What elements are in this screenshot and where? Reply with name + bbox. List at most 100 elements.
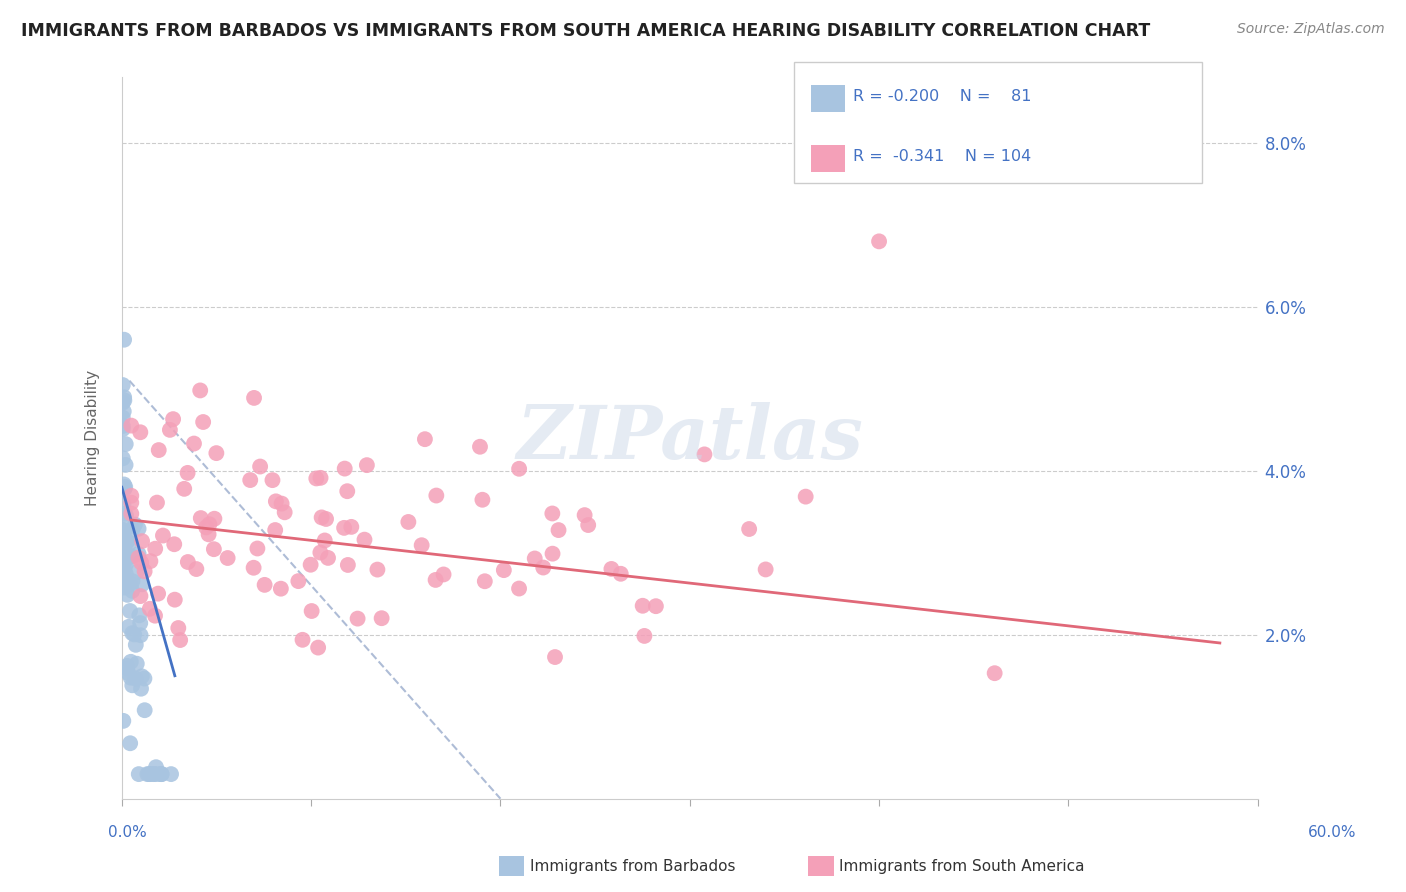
Point (115, 534, 138, 549)
Point (134, 672, 156, 686)
Point (243, 391, 266, 405)
Point (114, 566, 136, 581)
Point (117, 588, 139, 602)
Point (112, 574, 135, 589)
Point (264, 523, 287, 537)
Point (150, 767, 173, 781)
Point (333, 521, 356, 535)
Point (111, 563, 134, 577)
Point (314, 533, 336, 548)
Point (112, 477, 135, 491)
Point (346, 612, 368, 626)
Point (111, 523, 134, 537)
Point (149, 767, 172, 781)
Point (249, 459, 271, 474)
Point (136, 767, 159, 781)
Point (118, 620, 141, 634)
Point (356, 458, 378, 472)
Point (112, 507, 135, 521)
Point (127, 550, 149, 565)
Point (738, 522, 761, 536)
Text: Source: ZipAtlas.com: Source: ZipAtlas.com (1237, 22, 1385, 37)
Point (167, 621, 190, 635)
Point (983, 666, 1005, 681)
Point (118, 536, 141, 550)
Point (129, 628, 152, 642)
Point (307, 640, 329, 655)
Point (188, 384, 211, 398)
Point (146, 495, 169, 509)
Point (159, 423, 181, 437)
Point (273, 505, 295, 519)
Point (129, 556, 152, 570)
Point (125, 638, 148, 652)
Point (125, 672, 148, 686)
Point (139, 602, 162, 616)
Point (197, 527, 219, 541)
Point (111, 546, 134, 560)
Point (114, 482, 136, 496)
Point (492, 563, 515, 577)
Point (115, 508, 138, 523)
Point (134, 703, 156, 717)
Point (340, 520, 363, 534)
Point (134, 564, 156, 578)
Point (150, 767, 173, 781)
Point (122, 627, 145, 641)
Point (190, 511, 212, 525)
Point (291, 632, 314, 647)
Point (112, 497, 135, 511)
Point (202, 542, 225, 557)
Point (112, 333, 135, 347)
Point (139, 554, 162, 568)
Point (143, 541, 166, 556)
Point (610, 566, 633, 581)
Point (163, 592, 186, 607)
Text: 0.0%: 0.0% (108, 825, 148, 840)
Point (112, 393, 135, 408)
Point (111, 556, 134, 570)
Y-axis label: Hearing Disability: Hearing Disability (86, 370, 100, 506)
Point (163, 537, 186, 551)
Point (143, 608, 166, 623)
Point (111, 451, 134, 466)
Point (131, 534, 153, 549)
Point (138, 767, 160, 781)
Point (131, 577, 153, 591)
Point (600, 562, 623, 576)
Point (112, 525, 135, 540)
Point (169, 633, 191, 648)
Point (262, 473, 284, 487)
Point (270, 497, 292, 511)
Point (755, 562, 778, 576)
Point (631, 599, 654, 613)
Point (693, 447, 716, 461)
Point (120, 496, 142, 510)
Point (139, 767, 162, 781)
Point (111, 395, 134, 409)
Point (544, 650, 567, 665)
Point (152, 528, 174, 542)
Point (142, 767, 165, 781)
Point (366, 563, 388, 577)
Point (115, 558, 138, 572)
Point (120, 489, 142, 503)
Text: 60.0%: 60.0% (1309, 825, 1357, 840)
Point (121, 678, 143, 692)
Point (128, 547, 150, 561)
Point (309, 545, 332, 559)
Point (115, 661, 138, 675)
Point (301, 604, 323, 618)
Point (129, 589, 152, 603)
Text: Immigrants from Barbados: Immigrants from Barbados (530, 859, 735, 873)
Point (253, 578, 276, 592)
Point (111, 422, 134, 436)
Point (160, 767, 183, 781)
Point (124, 517, 146, 532)
Point (121, 626, 143, 640)
Point (129, 681, 152, 696)
Point (115, 549, 138, 564)
Point (633, 629, 655, 643)
Point (474, 574, 496, 589)
Point (120, 655, 142, 669)
